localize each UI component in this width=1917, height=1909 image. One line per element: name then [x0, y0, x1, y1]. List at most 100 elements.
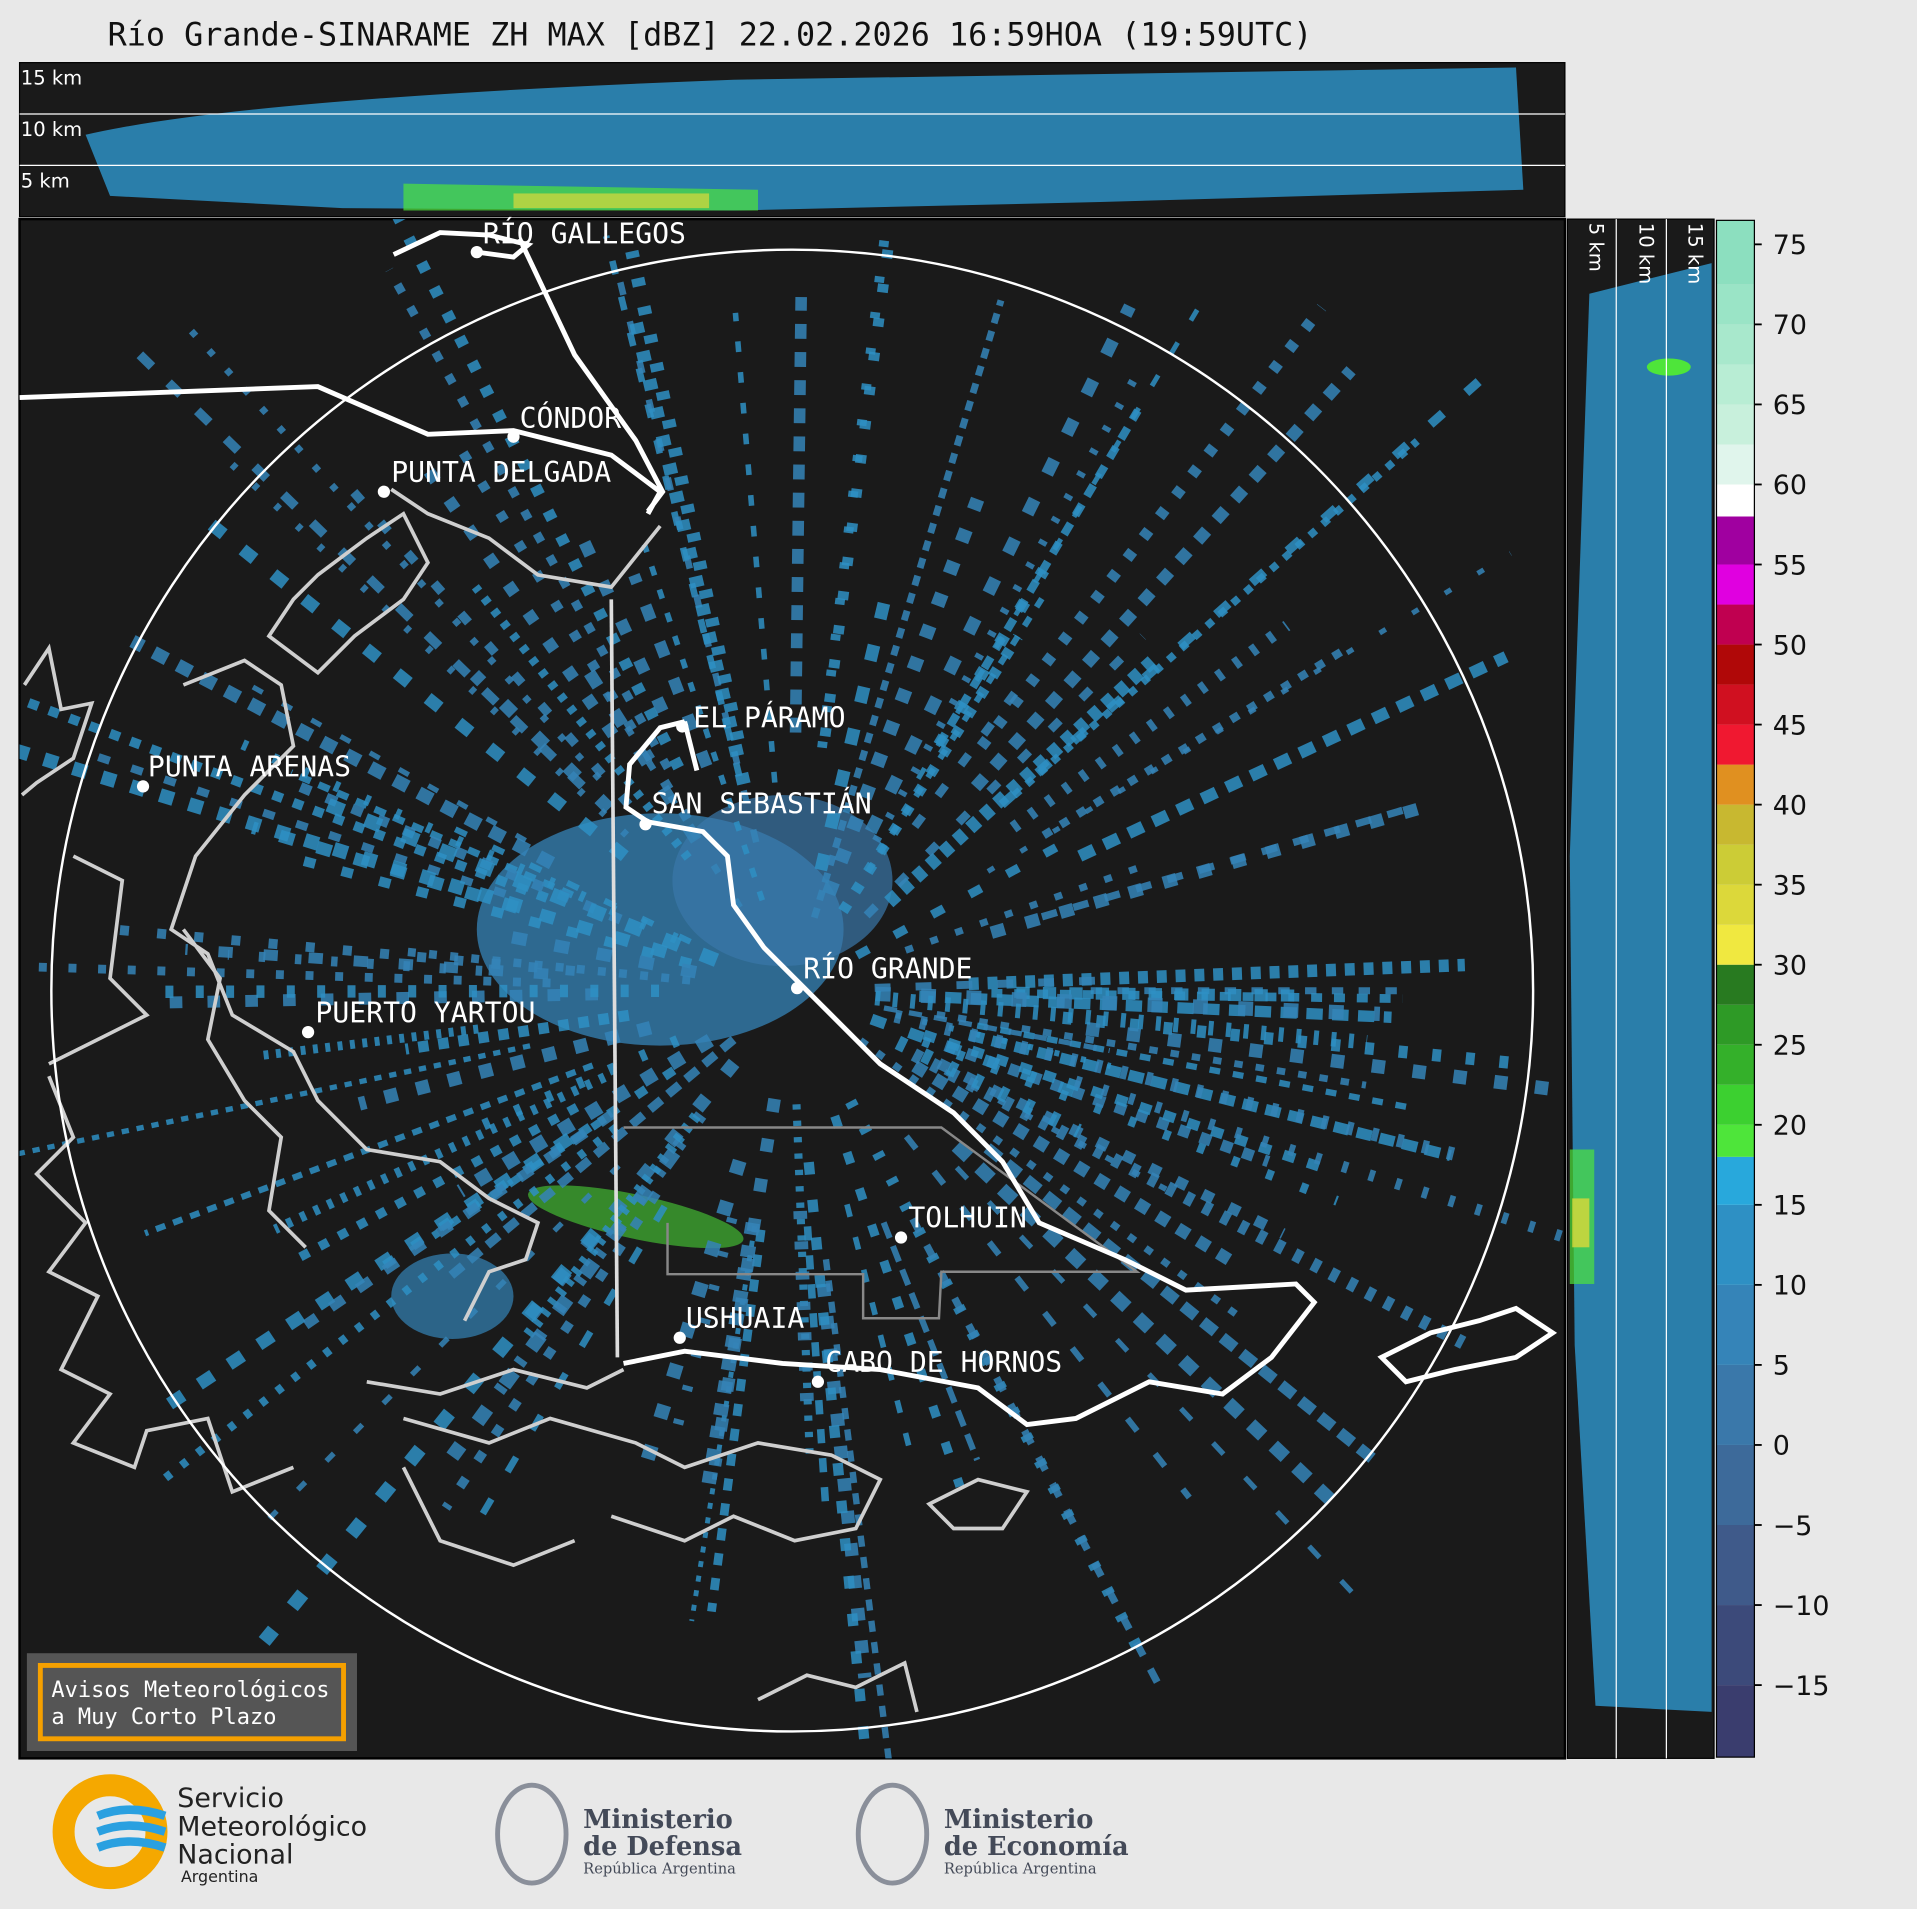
echo-streak — [998, 374, 1486, 809]
radar-range-ring — [50, 248, 1535, 1733]
notice-box — [26, 1653, 357, 1752]
echo-streak — [983, 1143, 1381, 1467]
colorbar-tick-label: 35 — [1773, 870, 1807, 901]
colorbar-tick-label: 15 — [1773, 1191, 1807, 1222]
place-marker — [676, 720, 689, 733]
echo-streak — [858, 1037, 1241, 1320]
echo-streak — [392, 219, 684, 771]
colorbar-band — [1716, 1084, 1755, 1125]
echo-streak — [844, 1203, 915, 1460]
echo-streak — [1085, 1021, 1565, 1098]
colorbar-band — [1716, 1124, 1755, 1157]
echo-streak — [79, 747, 507, 898]
places: RÍO GALLEGOS CÓNDOR PUNTA DELGADA EL PÁR… — [136, 217, 1062, 1388]
place-label: SAN SEBASTIÁN — [652, 786, 872, 820]
colorbar-band — [1716, 644, 1755, 685]
notice-text: a Muy Corto Plazo — [51, 1705, 276, 1730]
colorbar-band — [1716, 844, 1755, 885]
echo-streak — [250, 821, 668, 959]
colorbar-band — [1716, 604, 1755, 645]
echo-streak — [951, 1140, 1343, 1512]
echo-streak — [240, 678, 527, 843]
echo-streak — [936, 1058, 1286, 1239]
echo-streak — [884, 656, 1157, 908]
echo-streak — [865, 303, 1136, 835]
defensa-logo: Ministerio de Defensa República Argentin… — [495, 1782, 742, 1886]
place-label: EL PÁRAMO — [693, 701, 845, 735]
logo-text: Servicio — [177, 1783, 284, 1814]
echo-streak — [471, 584, 692, 861]
echo-streak — [19, 694, 549, 903]
colorbar-band — [1716, 764, 1755, 805]
echo-streak — [903, 1134, 1192, 1500]
echo-streak — [404, 947, 691, 985]
colorbar-band — [1716, 1204, 1755, 1285]
echo-streak — [468, 1204, 668, 1535]
echo-streak — [822, 496, 985, 897]
logo-text: Argentina — [181, 1867, 258, 1886]
colorbar-tick-label: −10 — [1773, 1591, 1830, 1622]
echo-streak — [158, 1132, 574, 1415]
echo-streak — [404, 1009, 630, 1055]
colorbar-tick-label: 0 — [1773, 1431, 1790, 1462]
logo-text: de Economía — [944, 1832, 1129, 1862]
echo-streak — [1009, 620, 1291, 833]
echo-streak — [94, 922, 576, 976]
place-label: USHUAIA — [686, 1302, 805, 1335]
colorbar-band — [1716, 564, 1755, 605]
echo-streak — [638, 1158, 747, 1469]
notice-border — [37, 1662, 346, 1742]
echo-streak — [184, 943, 549, 980]
colorbar-band — [1716, 1605, 1755, 1686]
echo-streak — [810, 299, 1005, 919]
echo-streak — [204, 517, 629, 862]
altitude-label: 10 km — [1634, 223, 1657, 284]
colorbar-tick-label: −5 — [1773, 1511, 1813, 1542]
echo-streak — [883, 1005, 1111, 1054]
altitude-label: 5 km — [21, 169, 70, 192]
colorbar-band — [1716, 324, 1755, 365]
echo-streak — [597, 682, 743, 910]
colorbar-tick-label: 20 — [1773, 1111, 1807, 1142]
place-label: RÍO GALLEGOS — [483, 217, 686, 251]
echo-streak — [943, 1069, 1172, 1194]
smn-logo: Servicio Meteorológico Nacional Argentin… — [52, 1774, 367, 1890]
echo-streak — [814, 582, 895, 872]
echo-streak — [215, 448, 630, 838]
colorbar-tick-label: 75 — [1773, 230, 1807, 261]
side-echo — [1569, 263, 1712, 1712]
place-label: PUNTA ARENAS — [148, 751, 351, 784]
colorbar-tick-label: 70 — [1773, 310, 1807, 341]
colorbar-band — [1716, 1284, 1755, 1365]
colorbar-tick-label: −15 — [1773, 1671, 1830, 1702]
title: Río Grande-SINARAME ZH MAX [dBZ] 22.02.2… — [108, 18, 1313, 54]
echo-streak — [446, 1147, 681, 1461]
echo-streak — [436, 818, 692, 945]
place-marker — [470, 246, 483, 259]
echo-streak — [575, 531, 669, 714]
colorbar-band — [1716, 1685, 1755, 1758]
echo-streak — [874, 990, 1368, 1050]
echo-streak — [503, 929, 698, 979]
colorbar-band — [1716, 516, 1755, 565]
colorbar-tick-label: 45 — [1773, 710, 1807, 741]
place-marker — [136, 780, 150, 793]
echo-streak — [803, 1226, 830, 1513]
echo-streak — [976, 1022, 1414, 1112]
echo-streak — [160, 1124, 619, 1483]
logo-text: Ministerio — [944, 1805, 1094, 1835]
echo-streak — [986, 551, 1512, 874]
echo-streak — [954, 1165, 1367, 1608]
place-marker — [507, 430, 520, 443]
echo-streak — [469, 669, 614, 814]
colorbar-tick-label: 25 — [1773, 1031, 1807, 1062]
echo-streak — [227, 949, 483, 976]
echo-streak — [838, 633, 1023, 915]
place-label: TOLHUIN — [908, 1202, 1026, 1235]
echo-streak — [628, 573, 713, 769]
echo-streak — [911, 1060, 1235, 1267]
colorbar-band — [1716, 964, 1755, 1005]
echo-streak — [911, 676, 1029, 829]
colorbar-band — [1716, 724, 1755, 765]
